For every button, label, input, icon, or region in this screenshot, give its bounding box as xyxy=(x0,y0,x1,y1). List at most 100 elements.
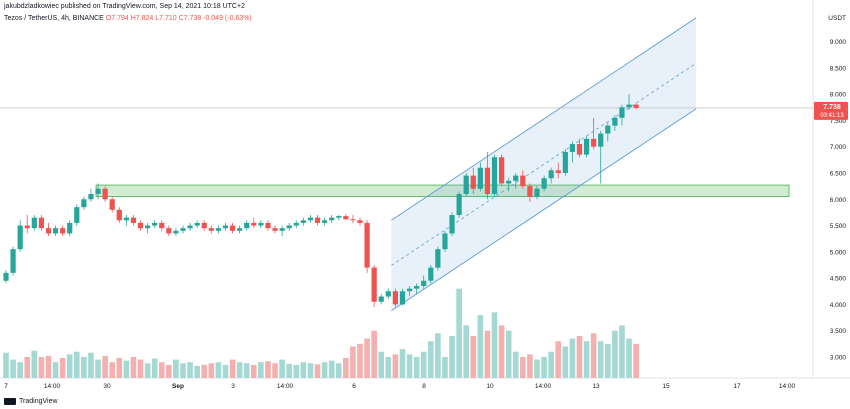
volume-bar xyxy=(435,333,441,378)
candle-body xyxy=(562,151,568,173)
candle-body xyxy=(215,228,221,231)
candle-body xyxy=(576,144,583,155)
volume-bar xyxy=(229,359,236,378)
x-tick-label: 3 xyxy=(231,383,235,390)
candle-body xyxy=(201,222,207,229)
candle-body xyxy=(336,216,342,218)
x-tick-label: 7 xyxy=(4,383,8,390)
candle-body xyxy=(95,188,101,194)
candle-body xyxy=(194,222,200,226)
candle-body xyxy=(371,267,377,302)
candle-body xyxy=(180,228,186,231)
volume-bar xyxy=(420,351,427,378)
y-tick-label: 4.500 xyxy=(830,276,847,283)
volume-bar xyxy=(534,359,540,378)
candle-body xyxy=(109,199,115,210)
y-tick-label: 7.000 xyxy=(830,144,847,151)
candle-body xyxy=(265,222,271,229)
volume-bar xyxy=(314,364,321,378)
volume-bar xyxy=(180,363,186,378)
volume-bar xyxy=(597,341,604,378)
volume-bar xyxy=(470,335,477,378)
volume-bar xyxy=(541,356,547,378)
volume-bar xyxy=(300,362,307,378)
volume-bar xyxy=(428,341,434,378)
candle-body xyxy=(237,228,243,231)
volume-bar xyxy=(350,346,356,378)
volume-bar xyxy=(236,362,243,378)
publisher-line: jakubdzladkowiec published on TradingVie… xyxy=(4,3,245,10)
y-tick-label: 7.500 xyxy=(830,118,847,125)
symbol-line: Tezos / TetherUS, 4h, BINANCE O7.794 H7.… xyxy=(4,15,252,22)
volume-bar xyxy=(52,362,59,378)
volume-bar xyxy=(74,351,80,378)
volume-bar xyxy=(130,356,137,378)
candle-body xyxy=(491,157,498,194)
candle-body xyxy=(548,170,554,179)
candle-body xyxy=(534,188,540,197)
candle-body xyxy=(31,217,37,229)
x-tick-label: 6 xyxy=(352,383,356,390)
candle-body xyxy=(279,228,285,231)
candle-body xyxy=(350,219,356,221)
candle-body xyxy=(74,207,80,223)
tradingview-logo[interactable]: TradingView xyxy=(4,398,58,405)
candle-body xyxy=(435,249,441,268)
candle-body xyxy=(24,225,30,229)
volume-bar xyxy=(187,362,193,378)
candle-body xyxy=(421,280,427,286)
candle-body xyxy=(314,217,321,223)
x-tick-label: 15 xyxy=(662,383,670,390)
volume-bar xyxy=(158,362,165,378)
y-tick-label: 3.500 xyxy=(830,328,847,335)
candle-body xyxy=(399,291,406,305)
candle-body xyxy=(484,167,491,194)
candle-body xyxy=(527,186,533,197)
candle-body xyxy=(442,233,448,250)
candle-body xyxy=(222,225,229,229)
y-tick-label: 9.000 xyxy=(830,39,847,46)
volume-bar xyxy=(583,341,590,378)
volume-bar xyxy=(258,362,264,378)
candle-body xyxy=(555,170,561,173)
candle-body xyxy=(406,288,413,292)
candle-body xyxy=(357,220,363,223)
candle-body xyxy=(541,178,547,189)
candle-body xyxy=(463,175,469,194)
volume-bar xyxy=(45,355,52,378)
candle-body xyxy=(520,175,526,187)
volume-bar xyxy=(243,363,250,378)
candle-body xyxy=(293,222,299,226)
volume-bar xyxy=(576,335,583,378)
volume-bar xyxy=(612,330,618,378)
logo-text: TradingView xyxy=(19,398,58,405)
candle-body xyxy=(166,228,172,234)
channel-lower-line xyxy=(391,108,697,312)
candle-body xyxy=(583,138,590,155)
volume-bar xyxy=(95,359,101,378)
volume-bar xyxy=(321,362,328,378)
volume-bar xyxy=(619,325,625,378)
candle-body xyxy=(88,194,94,200)
candle-body xyxy=(45,228,52,234)
volume-bar xyxy=(335,363,342,378)
volume-bar xyxy=(590,333,597,378)
volume-bar xyxy=(102,355,108,378)
symbol-text: Tezos / TetherUS, 4h, BINANCE xyxy=(4,15,104,22)
volume-bar xyxy=(151,358,158,378)
volume-bar xyxy=(456,288,462,378)
volume-bar xyxy=(520,356,526,378)
channel-mid-line xyxy=(391,63,697,266)
candle-body xyxy=(116,209,122,221)
volume-bar xyxy=(59,358,66,378)
candle-body xyxy=(598,133,604,147)
candle-body xyxy=(137,222,144,229)
volume-bar xyxy=(406,354,413,378)
candle-body xyxy=(385,291,391,297)
x-tick-label: 13 xyxy=(592,383,600,390)
candle-body xyxy=(605,125,611,134)
volume-bar xyxy=(10,359,16,378)
x-tick-label: 14:00 xyxy=(44,383,61,390)
x-tick-label: 14:00 xyxy=(779,383,796,390)
